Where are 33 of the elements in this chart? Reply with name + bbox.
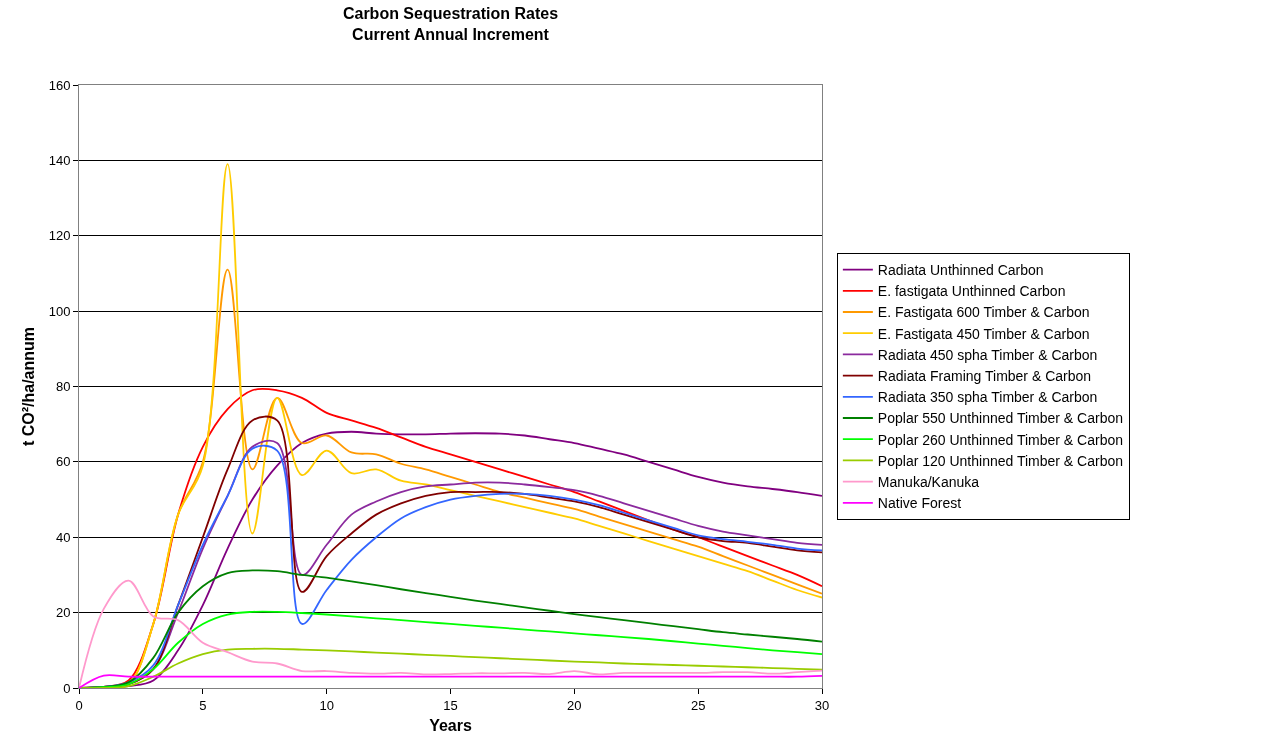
y-tick-label: 20 — [55, 605, 71, 621]
legend-label: E. Fastigata 450 Timber & Carbon — [877, 325, 1090, 342]
y-tick-label: 120 — [48, 228, 71, 244]
legend-label: E. Fastigata 600 Timber & Carbon — [877, 304, 1090, 321]
x-tick-label: 0 — [75, 697, 83, 713]
x-tick-label: 10 — [319, 697, 334, 713]
legend-label: Poplar 260 Unthinned Timber & Carbon — [877, 431, 1124, 448]
x-tick-label: 5 — [199, 697, 207, 713]
y-tick-label: 40 — [55, 529, 71, 545]
legend-label: Manuka/Kanuka — [877, 474, 980, 491]
x-tick-label: 30 — [814, 697, 830, 713]
legend-label: Radiata Framing Timber & Carbon — [877, 368, 1092, 385]
x-tick-label: 25 — [690, 697, 706, 713]
y-tick-label: 0 — [63, 680, 71, 696]
legend-label: Radiata 450 spha Timber & Carbon — [877, 346, 1098, 363]
chart-title: Carbon Sequestration Rates Current Annual Increment — [342, 4, 559, 43]
x-tick-label: 15 — [443, 697, 458, 713]
y-tick-label: 160 — [48, 77, 71, 93]
line-series — [79, 647, 822, 688]
y-tick-label: 100 — [48, 303, 71, 319]
y-axis-title: t CO²/ha/annum — [19, 326, 37, 447]
line-series — [79, 674, 822, 688]
legend-label: Native Forest — [877, 495, 962, 512]
legend-label: Poplar 120 Unthinned Timber & Carbon — [877, 452, 1124, 469]
x-tick-label: 20 — [567, 697, 582, 713]
legend-label: Poplar 550 Unthinned Timber & Carbon — [877, 410, 1124, 427]
y-tick-label: 60 — [55, 454, 71, 470]
y-tick-label: 140 — [48, 152, 71, 168]
y-tick-label: 80 — [55, 379, 71, 395]
x-axis-title: Years — [429, 717, 472, 735]
legend-label: E. fastigata Unthinned Carbon — [877, 283, 1066, 300]
legend-label: Radiata 350 spha Timber & Carbon — [877, 389, 1098, 406]
legend-label: Radiata Unthinned Carbon — [877, 262, 1044, 279]
